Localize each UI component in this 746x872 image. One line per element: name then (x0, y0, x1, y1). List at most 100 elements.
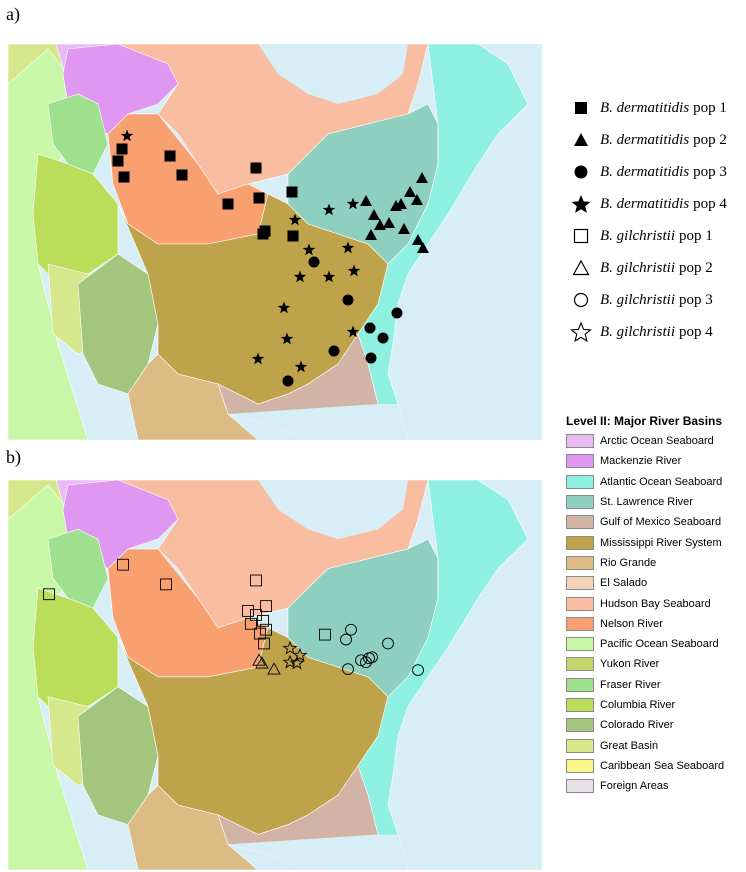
legend-pop: pop 4 (693, 195, 727, 212)
basin-legend-item: St. Lawrence River (566, 492, 746, 512)
basin-label: Colorado River (600, 719, 674, 732)
basin-swatch (566, 495, 594, 510)
basin-label: Mackenzie River (600, 455, 682, 468)
basin-legend-item: Hudson Bay Seaboard (566, 593, 746, 613)
basin-label: El Salado (600, 577, 648, 590)
basin-label: Yukon River (600, 658, 660, 671)
filled-triangle-marker (368, 209, 380, 220)
open-square-marker (257, 614, 269, 627)
open-square-marker (242, 605, 254, 617)
filled-circle-marker (364, 322, 376, 334)
hudson-bay-water (258, 44, 408, 104)
basin-label: Caribbean Sea Seaboard (600, 759, 725, 772)
filled-square-marker (250, 162, 262, 174)
open-triangle-marker (252, 653, 266, 666)
basin-swatch (566, 576, 594, 591)
filled-triangle-marker (383, 217, 395, 228)
basin-legend-item: Columbia River (566, 695, 746, 715)
filled-circle-marker (342, 294, 354, 306)
open-circle-marker (345, 623, 357, 636)
open-circle-marker (360, 656, 372, 669)
open-circle-marker (355, 654, 367, 667)
basin-region-columbia (32, 153, 119, 285)
filled-triangle-marker (374, 219, 386, 230)
open-triangle-marker (267, 662, 281, 675)
legend-species: B. dermatitidis (600, 163, 690, 180)
basin-region-fraser (47, 528, 109, 609)
basin-label: Hudson Bay Seaboard (600, 597, 711, 610)
basin-swatch (566, 758, 594, 773)
legend-item-bd-pop1: B. dermatitidis pop 1 (570, 96, 727, 120)
legend-species: B. dermatitidis (600, 131, 690, 148)
open-circle-marker (340, 633, 352, 646)
open-square-marker (260, 623, 272, 636)
basin-swatch (566, 454, 594, 469)
basin-label: Arctic Ocean Seaboard (600, 435, 714, 448)
basin-region-rio-grande (127, 353, 259, 440)
filled-star-marker (288, 213, 302, 226)
filled-star-marker (293, 270, 307, 283)
basin-region-columbia (32, 587, 119, 717)
filled-star-marker (294, 360, 308, 373)
filled-star-marker (341, 241, 355, 254)
legend-pop: pop 2 (693, 131, 727, 148)
filled-circle-marker (308, 256, 320, 268)
legend-pop: pop 1 (679, 227, 713, 244)
filled-triangle-marker (412, 234, 424, 245)
basin-legend-item: Mississippi River System (566, 532, 746, 552)
open-square-marker (258, 637, 270, 650)
panel-label-b: b) (6, 447, 21, 467)
legend-pop: pop 4 (679, 323, 713, 340)
basin-swatch (566, 596, 594, 611)
legend-pop: pop 1 (693, 99, 727, 116)
basin-legend-item: Caribbean Sea Seaboard (566, 756, 746, 776)
filled-square-marker (222, 198, 234, 210)
basin-legend-item: Gulf of Mexico Seaboard (566, 512, 746, 532)
filled-star-marker (322, 203, 336, 216)
legend-species: B. gilchristii (600, 291, 675, 308)
open-triangle-icon (572, 259, 590, 276)
basin-swatch (566, 616, 594, 631)
basin-legend-item: Yukon River (566, 654, 746, 674)
filled-triangle-marker (416, 172, 428, 183)
basin-swatch (566, 677, 594, 692)
basin-swatch (566, 718, 594, 733)
legend-item-bg-pop4: B. gilchristii pop 4 (570, 320, 713, 344)
basin-swatch (566, 779, 594, 794)
map-panel-b (8, 480, 542, 870)
legend-species: B. dermatitidis (600, 195, 690, 212)
open-square-marker (250, 574, 262, 587)
filled-star-marker (302, 243, 316, 256)
open-square-icon (573, 228, 589, 244)
legend-pop: pop 2 (679, 259, 713, 276)
basin-swatch (566, 434, 594, 449)
open-circle-marker (412, 664, 424, 676)
open-star-marker (282, 654, 298, 669)
gulf-of-mexico-water (228, 805, 542, 870)
basin-swatch (566, 474, 594, 489)
legend-species: B. dermatitidis (600, 99, 690, 116)
legend-species: B. gilchristii (600, 259, 675, 276)
legend-item-bd-pop4: B. dermatitidis pop 4 (570, 192, 727, 216)
basin-label: Rio Grande (600, 556, 657, 569)
filled-circle-marker (365, 352, 377, 364)
map-a-svg (8, 44, 542, 440)
basin-legend-item: Arctic Ocean Seaboard (566, 431, 746, 451)
basin-label: Great Basin (600, 739, 659, 752)
basin-label: Pacific Ocean Seaboard (600, 638, 719, 651)
basin-swatch (566, 657, 594, 672)
open-square-marker (117, 558, 129, 571)
filled-star-marker (120, 129, 134, 142)
filled-star-marker (280, 332, 294, 345)
open-square-marker (254, 627, 266, 640)
filled-triangle-marker (398, 223, 410, 234)
open-star-marker (289, 655, 305, 670)
open-circle-marker (366, 651, 378, 664)
filled-triangle-marker (417, 242, 429, 253)
filled-star-marker (346, 197, 360, 210)
open-square-marker (260, 600, 272, 612)
filled-triangle-marker (404, 186, 416, 197)
filled-circle-marker (391, 307, 403, 319)
filled-square-marker (257, 228, 269, 240)
filled-triangle-icon (574, 133, 588, 146)
